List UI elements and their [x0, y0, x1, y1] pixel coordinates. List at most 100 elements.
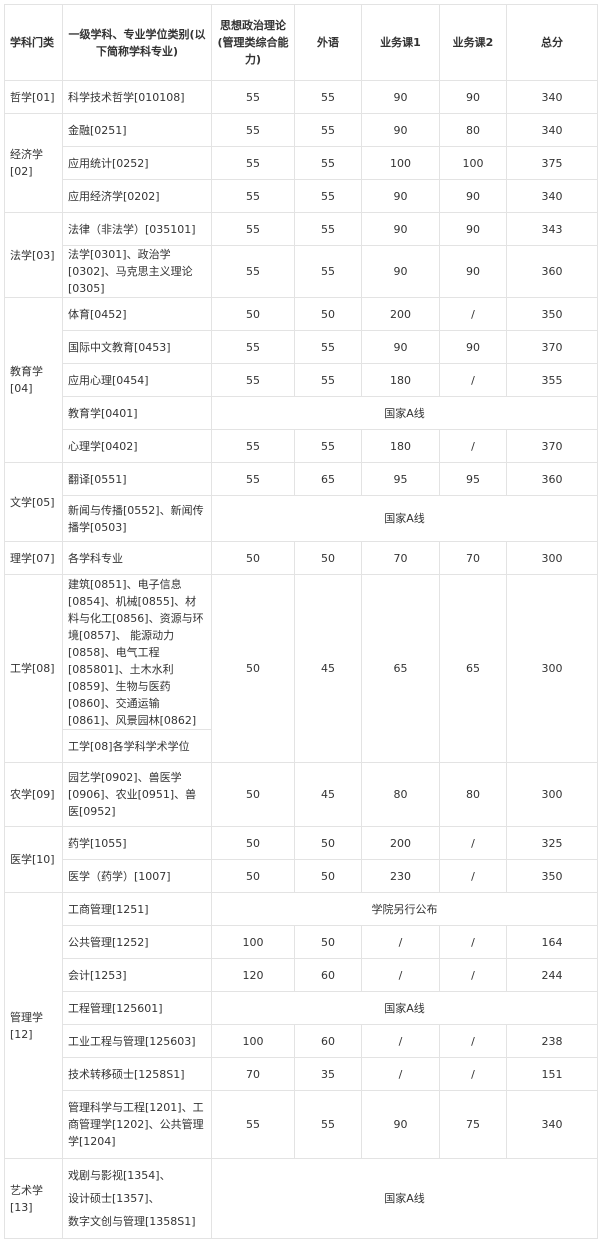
total-score: 300	[506, 574, 598, 763]
subject-cell: 金融[0251]	[62, 113, 212, 147]
course2-score: /	[439, 429, 507, 463]
foreign-language-score: 50	[294, 859, 362, 893]
course1-score: 230	[361, 859, 440, 893]
table-row: 心理学[0402] 55 55 180/370	[5, 429, 598, 463]
subject-cell: 药学[1055]	[62, 826, 212, 860]
total-score: 340	[506, 113, 598, 147]
politics-score: 50	[211, 762, 295, 827]
course2-score: /	[439, 363, 507, 397]
foreign-language-score: 55	[294, 113, 362, 147]
course2-score: 70	[439, 541, 507, 575]
course2-score: 95	[439, 462, 507, 496]
category-cell: 经济学[02]	[4, 113, 63, 213]
course1-score: 90	[361, 330, 440, 364]
course1-score: 180	[361, 363, 440, 397]
merged-note-cell: 国家A线	[211, 396, 598, 430]
table-row: 法学[03] 法律（非法学）[035101] 55 55 90 90 343	[4, 212, 598, 298]
table-row: 教育学[0401] 国家A线	[5, 396, 598, 430]
course2-score: /	[439, 925, 507, 959]
foreign-language-score: 55	[294, 330, 362, 364]
table-header-row: 学科门类 一级学科、专业学位类别(以下简称学科专业) 思想政治理论(管理类综合能…	[4, 4, 598, 81]
foreign-language-score: 50	[294, 297, 362, 331]
course2-score: /	[439, 859, 507, 893]
subject-cell: 工业工程与管理[125603]	[62, 1024, 212, 1058]
course2-score: /	[439, 958, 507, 992]
politics-score: 55	[211, 212, 295, 246]
header-category: 学科门类	[4, 4, 63, 81]
foreign-language-score: 55	[294, 146, 362, 180]
total-score: 164	[506, 925, 598, 959]
score-table: 学科门类 一级学科、专业学位类别(以下简称学科专业) 思想政治理论(管理类综合能…	[4, 4, 598, 1239]
foreign-language-score: 50	[294, 925, 362, 959]
table-row: 国际中文教育[0453] 55 55 90 90 370	[5, 330, 598, 364]
header-subject: 一级学科、专业学位类别(以下简称学科专业)	[62, 4, 212, 81]
subject-cell: 公共管理[1252]	[62, 925, 212, 959]
subject-cell: 科学技术哲学[010108]	[62, 80, 212, 114]
subject-cell: 会计[1253]	[62, 958, 212, 992]
course1-score: 90	[361, 212, 440, 246]
subject-cell: 法学[0301]、政治学[0302]、马克思主义理论[0305]	[62, 245, 212, 298]
header-course1: 业务课1	[361, 4, 440, 81]
subject-cell: 翻译[0551]	[62, 462, 212, 496]
subject-cell: 建筑[0851]、电子信息[0854]、机械[0855]、材料与化工[0856]…	[62, 574, 212, 730]
subject-cell: 心理学[0402]	[62, 429, 212, 463]
total-score: 360	[506, 245, 598, 298]
table-body: 哲学[01] 科学技术哲学[010108] 55 55 90 90 340 经济学[02] 金融…	[4, 80, 598, 1239]
table-row: 工业工程与管理[125603] 100 60//238	[5, 1024, 598, 1058]
table-row: 管理学[12] 工商管理[1251] 学院另行公布	[4, 892, 598, 1159]
total-score: 244	[506, 958, 598, 992]
course2-score: 75	[439, 1090, 507, 1159]
table-row: 文学[05] 翻译[0551] 55 65 95 95 360	[4, 462, 598, 542]
course2-score: 90	[439, 212, 507, 246]
total-score: 355	[506, 363, 598, 397]
subject-cell: 新闻与传播[0552]、新闻传播学[0503]	[62, 495, 212, 542]
category-cell: 哲学[01]	[4, 80, 63, 114]
total-score: 340	[506, 80, 598, 114]
table-row: 应用统计[0252] 55 55 100 100 375	[5, 146, 598, 180]
total-score: 350	[506, 859, 598, 893]
politics-score: 50	[211, 574, 295, 763]
foreign-language-score: 65	[294, 462, 362, 496]
politics-score: 100	[211, 925, 295, 959]
course2-score: 90	[439, 179, 507, 213]
course2-score: /	[439, 1057, 507, 1091]
merged-note-cell: 国家A线	[211, 1158, 598, 1239]
foreign-language-score: 50	[294, 826, 362, 860]
category-cell: 管理学[12]	[4, 892, 63, 1159]
subject-cell: 应用经济学[0202]	[62, 179, 212, 213]
course2-score: 80	[439, 113, 507, 147]
course2-score: 100	[439, 146, 507, 180]
subject-cell: 戏剧与影视[1354]、 设计硕士[1357]、 数字文创与管理[1358S1]	[62, 1158, 212, 1239]
subject-cell: 工学[08]各学科学术学位	[62, 729, 212, 763]
header-foreign-language: 外语	[294, 4, 362, 81]
total-score: 238	[506, 1024, 598, 1058]
table-row: 医学（药学）[1007] 50 50 230/350	[5, 859, 598, 893]
course1-score: 90	[361, 179, 440, 213]
subject-cell: 国际中文教育[0453]	[62, 330, 212, 364]
politics-score: 100	[211, 1024, 295, 1058]
course1-score: 90	[361, 245, 440, 298]
table-row: 经济学[02] 金融[0251] 55 55 90 80 340	[4, 113, 598, 213]
politics-score: 120	[211, 958, 295, 992]
table-row: 会计[1253] 120 60//244	[5, 958, 598, 992]
politics-score: 55	[211, 245, 295, 298]
table-row: 工学[08]各学科学术学位	[5, 729, 598, 763]
table-row: 教育学[04] 体育[0452] 50 50 200/350	[4, 297, 598, 463]
politics-score: 50	[211, 859, 295, 893]
politics-score: 55	[211, 179, 295, 213]
table-row: 医学[10] 药学[1055] 50 50 200/325	[4, 826, 598, 893]
subject-cell: 管理科学与工程[1201]、工商管理学[1202]、公共管理学[1204]	[62, 1090, 212, 1159]
foreign-language-score: 55	[294, 363, 362, 397]
merged-note-cell: 学院另行公布	[211, 892, 598, 926]
course2-score: 80	[439, 762, 507, 827]
total-score: 340	[506, 1090, 598, 1159]
course1-score: /	[361, 1024, 440, 1058]
foreign-language-score: 55	[294, 179, 362, 213]
total-score: 300	[506, 762, 598, 827]
course2-score: 90	[439, 245, 507, 298]
politics-score: 55	[211, 113, 295, 147]
politics-score: 55	[211, 1090, 295, 1159]
total-score: 370	[506, 330, 598, 364]
course1-score: 200	[361, 826, 440, 860]
politics-score: 55	[211, 429, 295, 463]
